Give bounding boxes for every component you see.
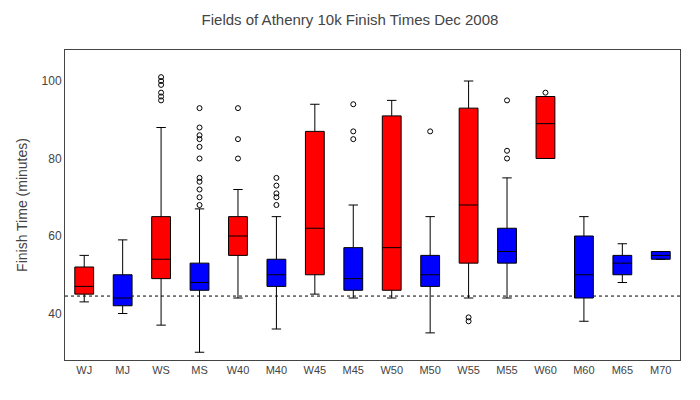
svg-text:Finish Time (minutes): Finish Time (minutes) bbox=[14, 138, 30, 272]
svg-text:M50: M50 bbox=[419, 364, 440, 376]
svg-text:W40: W40 bbox=[227, 364, 250, 376]
svg-text:100: 100 bbox=[42, 74, 62, 88]
svg-text:M45: M45 bbox=[343, 364, 364, 376]
svg-text:40: 40 bbox=[48, 307, 62, 321]
svg-text:W60: W60 bbox=[534, 364, 557, 376]
svg-text:W50: W50 bbox=[380, 364, 403, 376]
svg-text:M40: M40 bbox=[266, 364, 287, 376]
svg-text:WJ: WJ bbox=[76, 364, 92, 376]
svg-text:M60: M60 bbox=[573, 364, 594, 376]
svg-text:80: 80 bbox=[48, 152, 62, 166]
svg-text:W45: W45 bbox=[304, 364, 327, 376]
svg-text:60: 60 bbox=[48, 229, 62, 243]
svg-text:MJ: MJ bbox=[115, 364, 130, 376]
svg-text:Fields of Athenry 10k Finish T: Fields of Athenry 10k Finish Times Dec 2… bbox=[202, 11, 499, 28]
svg-text:W55: W55 bbox=[457, 364, 480, 376]
svg-text:M70: M70 bbox=[650, 364, 671, 376]
svg-text:MS: MS bbox=[191, 364, 208, 376]
svg-text:M65: M65 bbox=[612, 364, 633, 376]
svg-text:M55: M55 bbox=[496, 364, 517, 376]
svg-text:WS: WS bbox=[152, 364, 170, 376]
